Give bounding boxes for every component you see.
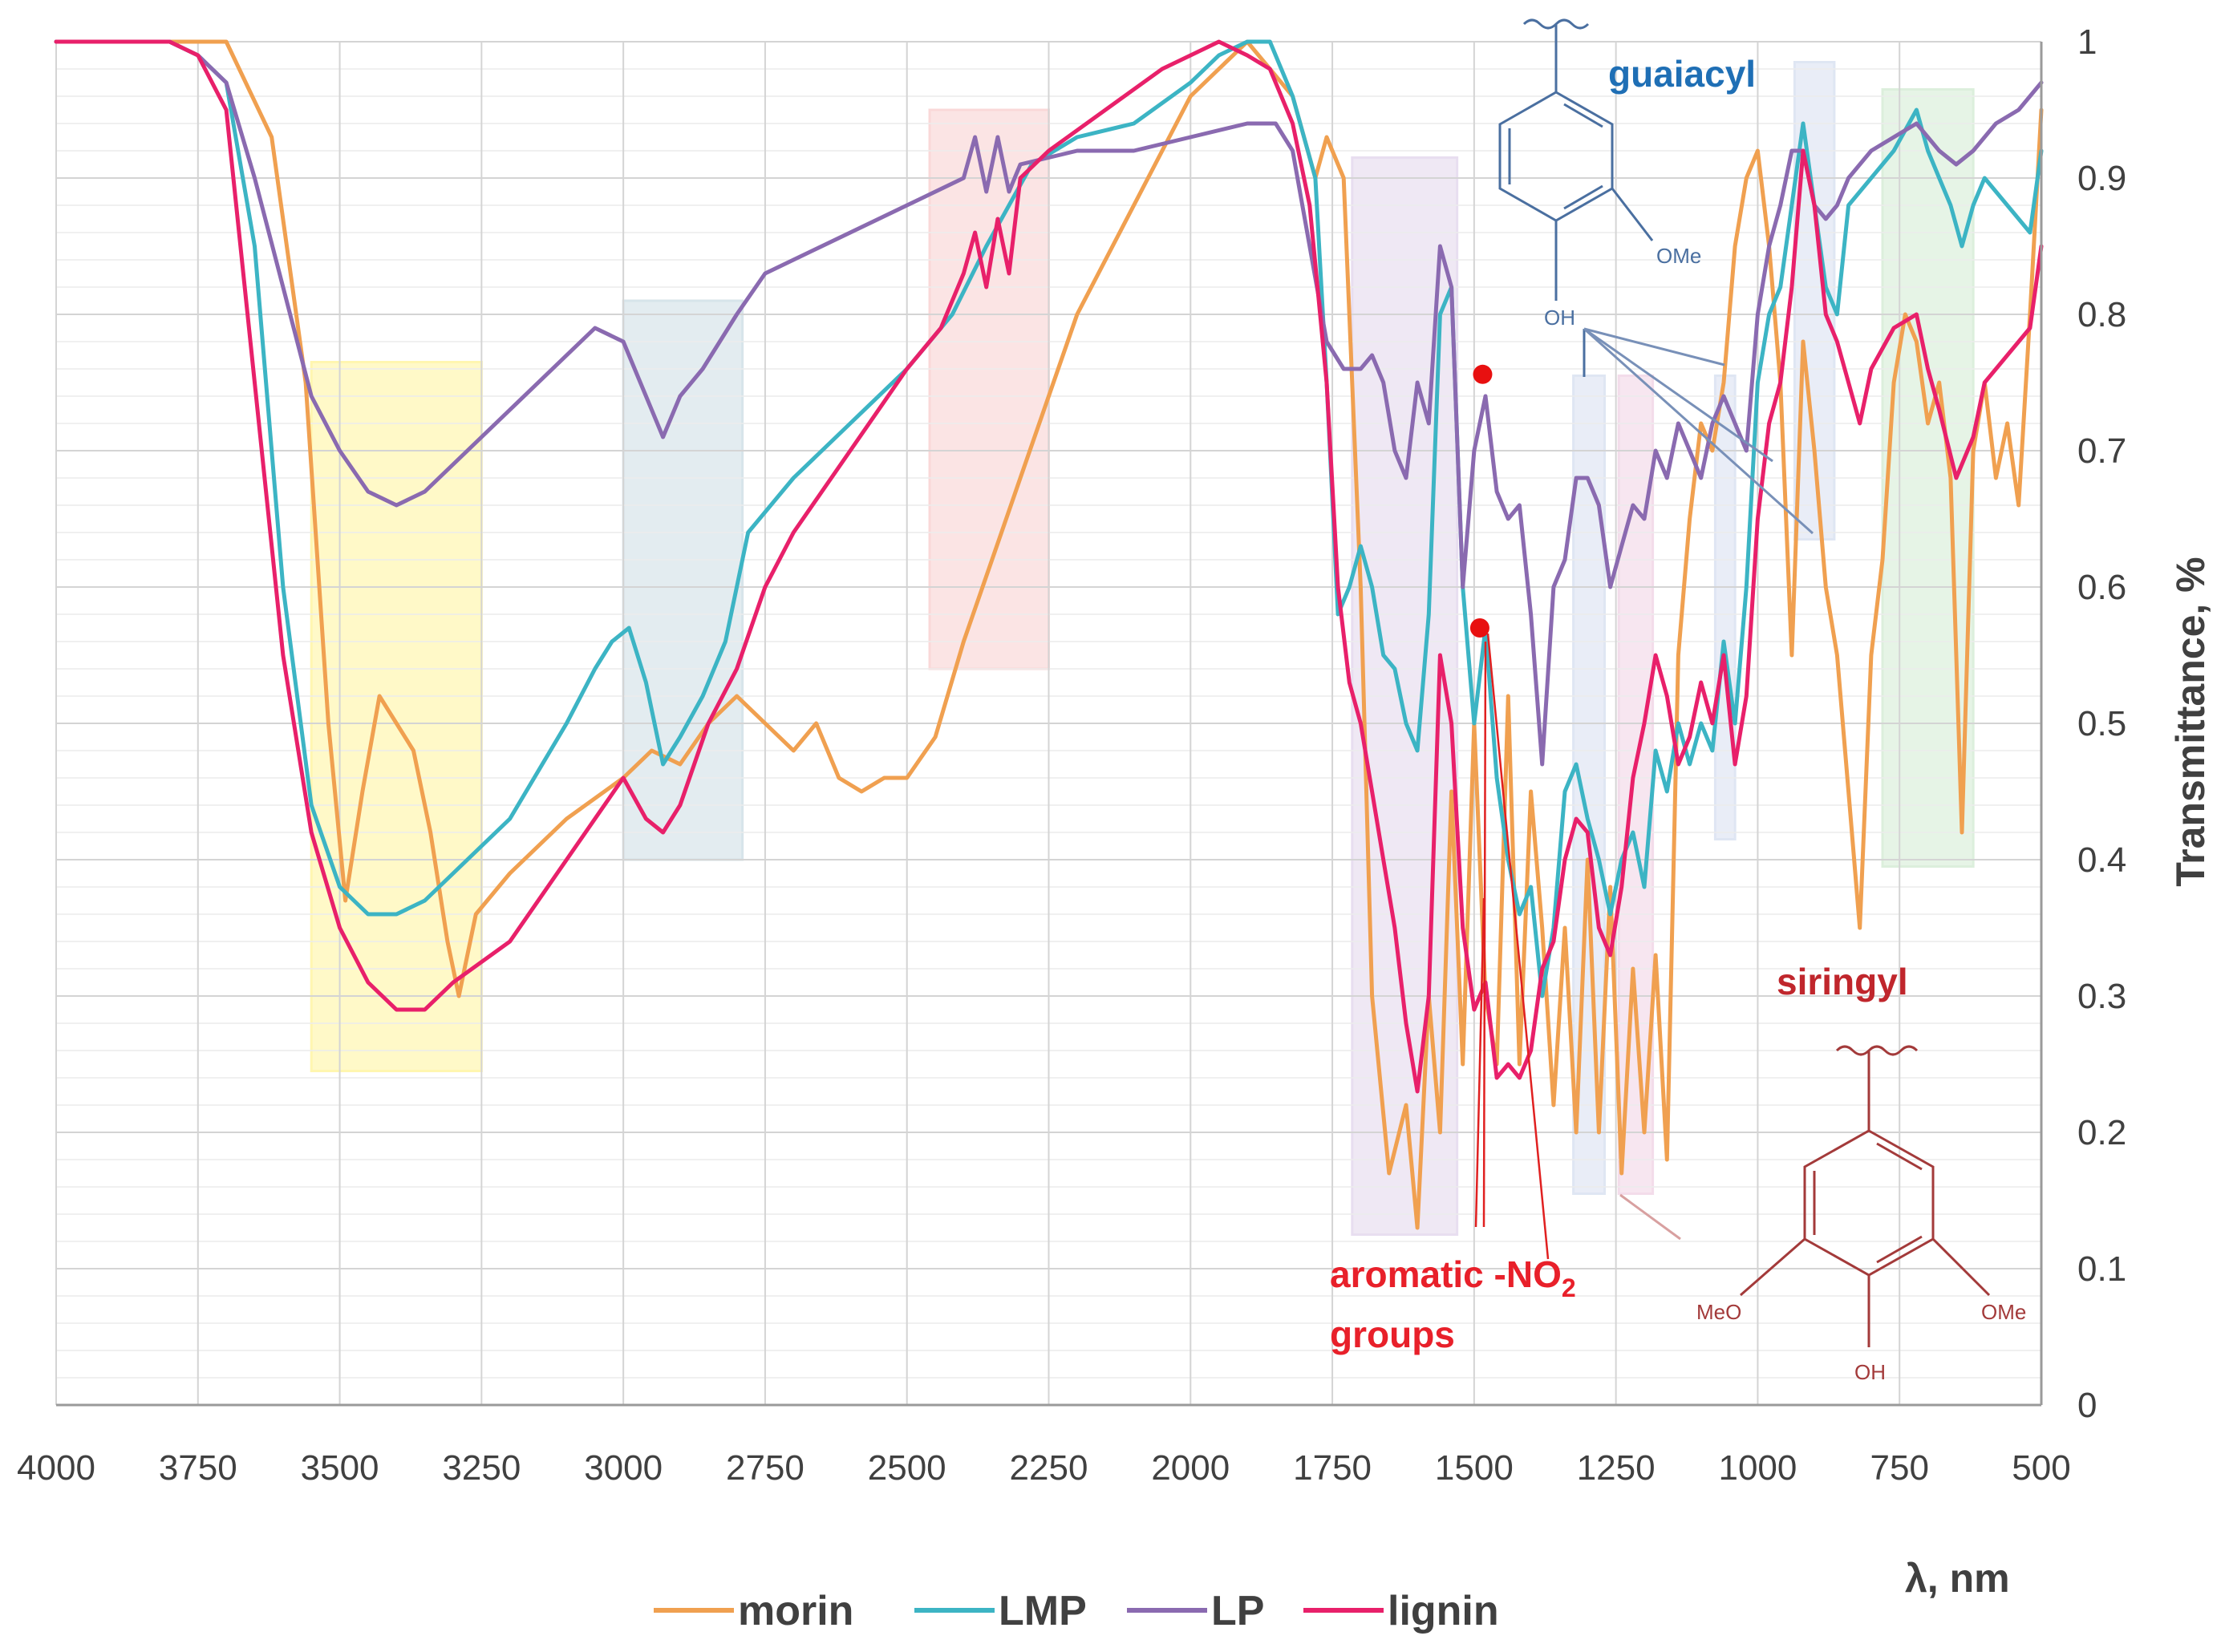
series-line-LMP <box>54 39 2044 998</box>
guaiacyl-ome-label: OMe <box>1656 244 1701 268</box>
x-tick-label: 2000 <box>1151 1448 1230 1488</box>
syringyl-structure: MeO OMe OH <box>1619 1045 2026 1384</box>
x-tick-label: 1500 <box>1435 1448 1514 1488</box>
series-lines <box>54 39 2044 1230</box>
series-line-morin <box>54 39 2044 1230</box>
y-tick-label: 0.3 <box>2077 977 2126 1016</box>
y-tick-label: 1 <box>2077 22 2097 62</box>
series-line-lignin <box>54 39 2044 1094</box>
y-tick-label: 0.6 <box>2077 568 2126 607</box>
syringyl-ome-label: OMe <box>1981 1300 2026 1324</box>
syringyl-oh-label: OH <box>1854 1360 1886 1384</box>
legend-label-LMP: LMP <box>999 1588 1087 1634</box>
y-tick-label: 0.2 <box>2077 1113 2126 1152</box>
x-tick-label: 750 <box>1870 1448 1929 1488</box>
x-tick-label: 2750 <box>726 1448 804 1488</box>
highlight-region-2 <box>928 108 1050 670</box>
series-line-LP <box>54 39 2044 767</box>
x-tick-label: 1000 <box>1718 1448 1797 1488</box>
legend-label-lignin: lignin <box>1388 1588 1499 1634</box>
x-tick-label: 3750 <box>159 1448 237 1488</box>
grid-lines <box>55 41 2042 1406</box>
nitro-label-groups: groups <box>1330 1314 1455 1355</box>
syringyl-label: siringyl <box>1777 961 1908 1002</box>
legend-label-morin: morin <box>738 1588 853 1634</box>
nitro-markers <box>1469 364 1493 638</box>
x-tick-label: 4000 <box>17 1448 95 1488</box>
y-tick-label: 0.4 <box>2077 840 2126 880</box>
guaiacyl-oh-label: OH <box>1544 306 1575 330</box>
highlight-region-0 <box>310 361 483 1072</box>
x-tick-label: 500 <box>2012 1448 2070 1488</box>
x-tick-label: 1750 <box>1293 1448 1372 1488</box>
x-axis-title: λ, nm <box>1905 1556 2010 1601</box>
nitro-label: aromatic -NO2 <box>1330 1253 1576 1302</box>
legend: morin LMP LP lignin <box>654 1588 1499 1634</box>
y-tick-label: 0.8 <box>2077 295 2126 334</box>
x-tick-label: 1250 <box>1577 1448 1656 1488</box>
guaiacyl-structure: OMe OH <box>1498 18 1814 535</box>
x-tick-label: 3000 <box>584 1448 663 1488</box>
y-tick-labels: 0 0.1 0.2 0.3 0.4 0.5 0.6 0.7 0.8 0.9 1 <box>2077 22 2126 1425</box>
nitro-annotation: aromatic -NO2 groups <box>1330 633 1576 1355</box>
y-tick-label: 0 <box>2077 1386 2097 1425</box>
x-tick-label: 2250 <box>1010 1448 1088 1488</box>
guaiacyl-label: guaiacyl <box>1608 53 1756 95</box>
x-tick-label: 2500 <box>868 1448 946 1488</box>
x-tick-labels: 4000 3750 3500 3250 3000 2750 2500 2250 2000 1750… <box>17 1448 2071 1488</box>
legend-label-LP: LP <box>1211 1588 1264 1634</box>
y-tick-label: 0.7 <box>2077 431 2126 471</box>
y-axis-title: Transmittance, % <box>2168 557 2213 886</box>
y-tick-label: 0.1 <box>2077 1249 2126 1289</box>
highlight-region-6 <box>1713 375 1737 840</box>
y-tick-label: 0.5 <box>2077 704 2126 743</box>
syringyl-meo-label: MeO <box>1696 1300 1741 1324</box>
x-tick-label: 3500 <box>301 1448 379 1488</box>
nitro-marker-1 <box>1469 618 1489 638</box>
axes <box>56 42 2043 1407</box>
nitro-marker-0 <box>1473 364 1493 384</box>
y-tick-label: 0.9 <box>2077 159 2126 198</box>
x-tick-label: 3250 <box>442 1448 521 1488</box>
